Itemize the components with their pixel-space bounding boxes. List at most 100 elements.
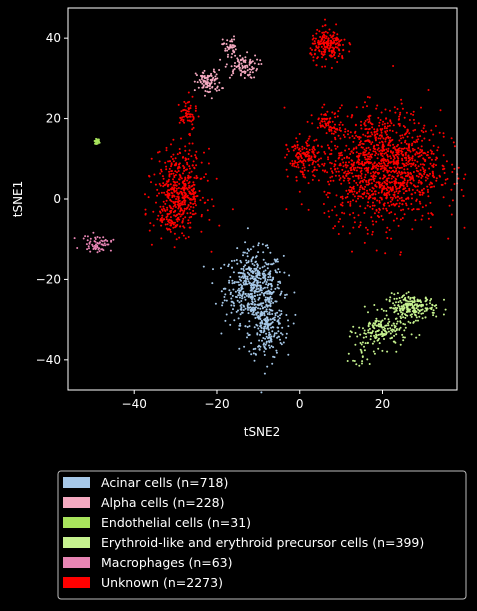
data-point — [165, 146, 168, 149]
data-point — [205, 86, 208, 89]
data-point — [303, 169, 306, 172]
data-point — [328, 215, 331, 218]
data-point — [168, 167, 171, 170]
data-point — [193, 89, 196, 92]
data-point — [348, 50, 351, 53]
data-point — [400, 311, 403, 314]
data-point — [334, 37, 337, 40]
data-point — [221, 38, 224, 41]
data-point — [244, 264, 247, 267]
data-point — [183, 195, 186, 198]
data-point — [272, 355, 275, 358]
data-point — [403, 177, 406, 180]
data-point — [334, 160, 337, 162]
data-point — [304, 176, 307, 179]
data-point — [178, 121, 181, 124]
data-point — [183, 167, 185, 170]
data-point — [76, 247, 79, 249]
series-points-4 — [73, 231, 115, 254]
data-point — [349, 167, 352, 170]
data-point — [174, 215, 177, 218]
data-point — [393, 106, 396, 109]
data-point — [385, 160, 388, 163]
data-point — [392, 65, 395, 67]
data-point — [324, 18, 326, 21]
data-point — [351, 250, 353, 253]
data-point — [421, 214, 424, 217]
data-point — [167, 192, 170, 195]
data-point — [272, 301, 275, 304]
data-point — [359, 348, 362, 351]
data-point — [157, 151, 159, 154]
data-point — [168, 174, 171, 177]
data-point — [402, 154, 405, 157]
data-point — [213, 71, 216, 74]
data-point — [377, 165, 380, 167]
data-point — [399, 326, 402, 329]
data-point — [363, 123, 366, 125]
data-point — [254, 353, 257, 355]
data-point — [339, 127, 341, 129]
data-point — [248, 273, 251, 276]
data-point — [191, 142, 194, 145]
data-point — [411, 193, 413, 196]
data-point — [173, 246, 176, 249]
data-point — [260, 391, 263, 394]
data-point — [415, 139, 418, 142]
data-point — [159, 210, 161, 213]
data-point — [233, 64, 236, 67]
data-point — [313, 166, 316, 169]
data-point — [383, 162, 386, 165]
data-point — [348, 161, 350, 164]
data-point — [181, 232, 184, 235]
data-point — [336, 167, 339, 170]
data-point — [438, 131, 441, 134]
data-point — [341, 154, 343, 157]
data-point — [345, 144, 348, 147]
data-point — [323, 120, 326, 123]
data-point — [360, 177, 363, 180]
data-point — [239, 289, 242, 292]
data-point — [310, 155, 313, 158]
data-point — [271, 313, 274, 315]
data-point — [239, 259, 242, 262]
data-point — [178, 202, 181, 205]
data-point — [400, 196, 403, 199]
data-point — [182, 217, 185, 220]
data-point — [358, 190, 361, 193]
data-point — [264, 300, 267, 303]
data-point — [356, 175, 358, 177]
data-point — [252, 310, 255, 313]
data-point — [342, 225, 344, 228]
data-point — [206, 209, 209, 212]
data-point — [259, 293, 262, 296]
data-point — [415, 307, 418, 310]
data-point — [366, 167, 369, 170]
data-point — [219, 58, 222, 61]
data-point — [385, 164, 388, 167]
data-point — [268, 271, 271, 274]
data-point — [388, 139, 391, 142]
data-point — [418, 315, 421, 318]
data-point — [367, 179, 370, 182]
data-point — [314, 37, 317, 40]
data-point — [263, 275, 266, 278]
data-point — [212, 268, 214, 271]
data-point — [387, 174, 390, 177]
data-point — [264, 343, 267, 346]
data-point — [260, 305, 263, 307]
data-point — [337, 110, 340, 113]
data-point — [246, 51, 249, 54]
data-point — [231, 266, 233, 269]
data-point — [359, 140, 362, 143]
data-point — [421, 304, 424, 307]
data-point — [389, 337, 392, 340]
data-point — [191, 213, 194, 216]
data-point — [187, 158, 190, 160]
data-point — [228, 76, 231, 79]
data-point — [375, 166, 377, 169]
data-point — [73, 237, 76, 240]
data-point — [210, 97, 213, 100]
data-point — [188, 165, 191, 168]
data-point — [202, 72, 205, 74]
